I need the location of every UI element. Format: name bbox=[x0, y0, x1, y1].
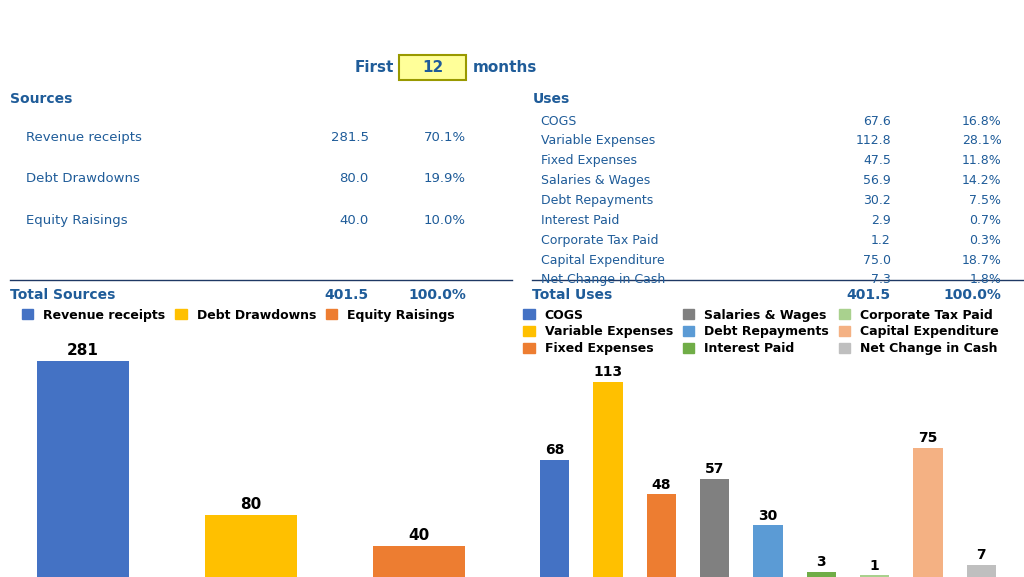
Text: 1.2: 1.2 bbox=[871, 234, 891, 247]
Text: 12: 12 bbox=[422, 61, 443, 75]
Text: 40.0: 40.0 bbox=[339, 214, 369, 227]
Text: months: months bbox=[473, 61, 538, 75]
Text: 57: 57 bbox=[705, 462, 724, 476]
Text: Debt Repayments: Debt Repayments bbox=[541, 194, 653, 207]
Text: 48: 48 bbox=[651, 478, 671, 492]
Bar bbox=[807, 572, 836, 577]
Text: 112.8: 112.8 bbox=[855, 134, 891, 148]
Text: 56.9: 56.9 bbox=[863, 174, 891, 187]
Text: 1: 1 bbox=[869, 559, 880, 573]
Text: 16.8%: 16.8% bbox=[962, 115, 1001, 128]
Text: Salaries & Wages: Salaries & Wages bbox=[541, 174, 650, 187]
Text: 7: 7 bbox=[977, 548, 986, 563]
Text: 0.7%: 0.7% bbox=[970, 214, 1001, 227]
Text: Interest Paid: Interest Paid bbox=[541, 214, 620, 227]
Text: Corporate Tax Paid: Corporate Tax Paid bbox=[541, 234, 658, 247]
Text: 30.2: 30.2 bbox=[863, 194, 891, 207]
Text: 1.8%: 1.8% bbox=[970, 273, 1001, 286]
Text: Debt Drawdowns: Debt Drawdowns bbox=[26, 173, 139, 185]
Text: COGS: COGS bbox=[541, 115, 578, 128]
Text: First: First bbox=[355, 61, 394, 75]
Text: 18.7%: 18.7% bbox=[962, 254, 1001, 267]
Text: 401.5: 401.5 bbox=[847, 287, 891, 302]
Text: 0.3%: 0.3% bbox=[970, 234, 1001, 247]
Bar bbox=[860, 575, 890, 577]
Bar bbox=[373, 546, 465, 577]
Text: 80: 80 bbox=[241, 497, 261, 512]
Text: 281.5: 281.5 bbox=[331, 130, 369, 144]
Text: 401.5: 401.5 bbox=[325, 287, 369, 302]
Text: 7.5%: 7.5% bbox=[970, 194, 1001, 207]
Text: Revenue receipts: Revenue receipts bbox=[26, 130, 141, 144]
Text: Uses: Uses bbox=[532, 92, 569, 106]
Text: Total Sources: Total Sources bbox=[10, 287, 116, 302]
Text: 30: 30 bbox=[759, 509, 777, 523]
Bar bbox=[754, 525, 782, 577]
Bar bbox=[540, 460, 569, 577]
Text: 281: 281 bbox=[67, 343, 99, 358]
Text: 113: 113 bbox=[593, 365, 623, 379]
Bar bbox=[593, 382, 623, 577]
Text: 68: 68 bbox=[545, 443, 564, 457]
Text: 100.0%: 100.0% bbox=[408, 287, 466, 302]
Text: Equity Raisings: Equity Raisings bbox=[26, 214, 127, 227]
Text: 3: 3 bbox=[816, 555, 826, 569]
Text: Capital Expenditure: Capital Expenditure bbox=[541, 254, 665, 267]
Text: Sources: Sources bbox=[10, 92, 73, 106]
Bar bbox=[967, 565, 996, 577]
Text: 75.0: 75.0 bbox=[863, 254, 891, 267]
Text: Sources and Uses ($'000): Sources and Uses ($'000) bbox=[362, 20, 662, 40]
Legend: Revenue receipts, Debt Drawdowns, Equity Raisings: Revenue receipts, Debt Drawdowns, Equity… bbox=[17, 304, 460, 327]
Text: 14.2%: 14.2% bbox=[962, 174, 1001, 187]
Text: Net Change in Cash: Net Change in Cash bbox=[541, 273, 665, 286]
Text: 100.0%: 100.0% bbox=[943, 287, 1001, 302]
FancyBboxPatch shape bbox=[399, 55, 466, 81]
Bar bbox=[646, 494, 676, 577]
Text: 19.9%: 19.9% bbox=[424, 173, 466, 185]
Text: 28.1%: 28.1% bbox=[962, 134, 1001, 148]
Legend: COGS, Variable Expenses, Fixed Expenses, Salaries & Wages, Debt Repayments, Inte: COGS, Variable Expenses, Fixed Expenses,… bbox=[518, 304, 1004, 360]
Text: 11.8%: 11.8% bbox=[962, 154, 1001, 167]
Text: 80.0: 80.0 bbox=[339, 173, 369, 185]
Text: 67.6: 67.6 bbox=[863, 115, 891, 128]
Bar bbox=[37, 361, 129, 577]
Text: 40: 40 bbox=[409, 528, 429, 543]
Text: Total Uses: Total Uses bbox=[532, 287, 612, 302]
Text: 47.5: 47.5 bbox=[863, 154, 891, 167]
Bar bbox=[913, 448, 943, 577]
Text: 75: 75 bbox=[919, 431, 938, 445]
Text: Variable Expenses: Variable Expenses bbox=[541, 134, 655, 148]
Text: 70.1%: 70.1% bbox=[424, 130, 466, 144]
Bar bbox=[700, 478, 729, 577]
Text: 10.0%: 10.0% bbox=[424, 214, 466, 227]
Bar bbox=[205, 515, 297, 577]
Text: 2.9: 2.9 bbox=[871, 214, 891, 227]
Text: 7.3: 7.3 bbox=[871, 273, 891, 286]
Text: Fixed Expenses: Fixed Expenses bbox=[541, 154, 637, 167]
